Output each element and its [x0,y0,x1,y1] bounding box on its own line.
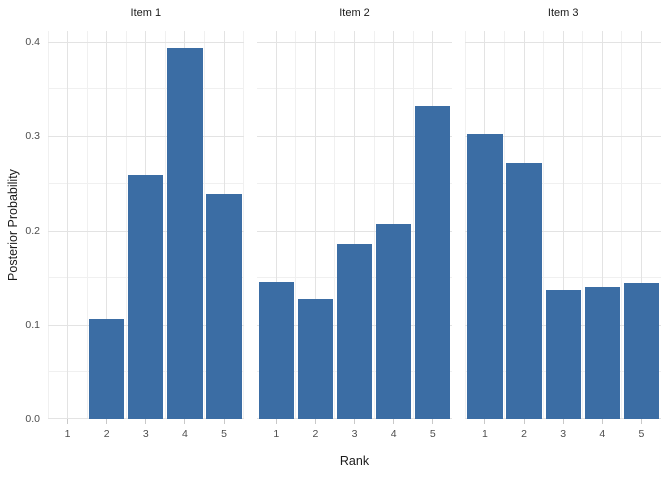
posterior-bar [167,47,203,419]
facet: Item 1 1 2 3 4 5 [48,7,244,440]
posterior-bar [584,287,620,419]
posterior-bar [206,193,242,419]
gridline-minor-v [243,31,244,419]
facet-title: Item 3 [547,7,579,19]
gridline-minor-v [465,31,466,419]
posterior-bar [128,175,164,419]
facet-title: Item 1 [130,7,162,19]
gridline-major-v [640,31,642,419]
x-tick-label: 1 [273,428,280,440]
x-tick-label: 4 [390,428,397,440]
x-tick-mark [223,419,225,424]
x-tick-mark [314,419,316,424]
posterior-bar [258,282,294,419]
x-tick-label: 2 [103,428,110,440]
x-tick-label: 4 [182,428,188,440]
y-tick-label: 0.2 [25,224,40,237]
x-tick-mark [393,419,395,424]
x-tick-mark [184,419,186,424]
y-tick-label: 0.1 [25,318,40,331]
x-tick-mark [523,419,525,424]
posterior-bar [467,133,503,419]
gridline-minor-v [543,31,545,419]
x-tick-label: 4 [599,428,606,440]
y-axis-tick-labels: 0.0 0.1 0.2 0.3 0.4 [0,0,40,480]
x-tick-label: 1 [64,428,71,440]
gridline-major-v [67,31,69,419]
x-tick-label: 3 [560,428,567,440]
posterior-bar [545,289,581,419]
posterior-bar [415,106,451,419]
gridline-major-v [562,31,564,419]
panel-plot-area [465,31,662,419]
gridline-major-v [601,31,603,419]
gridline-minor-v [503,31,505,419]
x-tick-label: 3 [351,428,358,440]
x-tick-mark [432,419,434,424]
y-tick-label: 0.4 [25,36,40,49]
x-tick-mark [484,419,486,424]
x-tick-mark [67,419,69,424]
x-tick-label: 5 [638,428,645,440]
y-tick-label: 0.3 [25,130,40,143]
gridline-major-v [106,31,108,419]
gridline-minor-v [48,31,49,419]
gridline-minor-v [125,31,127,419]
gridline-major-v [354,31,355,419]
facet-panels: Item 1 1 2 3 4 5 Item 2 1 2 3 4 5 Item 3 1 2 3 4 5 [48,7,662,440]
x-axis-title: Rank [339,454,370,468]
posterior-bar [506,162,542,419]
gridline-minor-v [582,31,584,419]
gridline-major-v [314,31,316,419]
x-tick-mark [601,419,603,424]
panel-plot-area [48,31,244,419]
gridline-minor-v [621,31,623,419]
x-tick-mark [640,419,642,424]
gridline-minor-v [451,31,453,419]
gridline-minor-v [295,31,297,419]
posterior-bar [336,243,373,419]
gridline-minor-v [86,31,88,419]
gridline-minor-v [412,31,414,419]
x-tick-label: 3 [142,428,149,440]
gridline-minor-v [660,31,662,419]
posterior-bar [623,283,660,419]
facet: Item 2 1 2 3 4 5 [256,7,453,440]
posterior-bar [89,319,125,419]
gridline-minor-v [204,31,206,419]
posterior-bar [297,299,333,419]
x-tick-label: 2 [521,428,527,440]
x-tick-mark [275,419,277,424]
gridline-minor-v [373,31,375,419]
x-tick-label: 1 [481,428,488,440]
posterior-bar [376,224,412,419]
gridline-minor-v [256,31,258,419]
x-tick-mark [562,419,564,424]
y-tick-label: 0.0 [25,413,40,425]
x-tick-label: 5 [429,428,436,440]
facet-title: Item 2 [339,7,370,19]
facet: Item 3 1 2 3 4 5 [465,7,662,440]
gridline-major-v [275,31,277,419]
x-tick-mark [106,419,108,424]
gridline-minor-v [164,31,166,419]
panel-plot-area [256,31,453,419]
x-tick-mark [354,419,355,424]
x-tick-label: 5 [221,428,228,440]
gridline-minor-v [334,31,336,419]
x-tick-label: 2 [312,428,319,440]
x-tick-mark [145,419,147,424]
